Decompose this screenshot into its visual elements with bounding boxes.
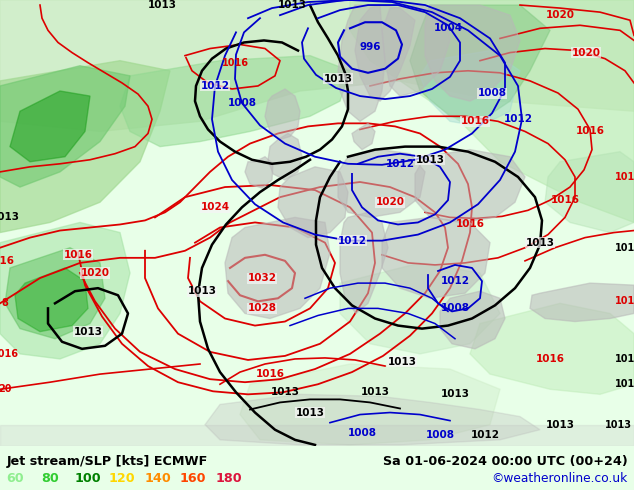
Text: 1013: 1013: [188, 286, 216, 296]
Text: 1013: 1013: [0, 212, 20, 222]
Text: 1013: 1013: [271, 387, 299, 397]
Text: 1016: 1016: [550, 195, 579, 205]
Text: 1016: 1016: [0, 349, 18, 359]
Text: 8: 8: [1, 298, 8, 308]
Text: 1013: 1013: [614, 354, 634, 364]
Text: 1008: 1008: [425, 430, 455, 440]
Text: 1020: 1020: [81, 268, 110, 278]
Text: 1013: 1013: [361, 387, 389, 397]
Polygon shape: [440, 291, 505, 349]
Polygon shape: [268, 133, 302, 180]
Text: 1013: 1013: [526, 238, 555, 247]
Polygon shape: [0, 425, 634, 446]
Polygon shape: [120, 55, 350, 147]
Text: 1008: 1008: [347, 428, 377, 438]
Polygon shape: [338, 149, 425, 218]
Polygon shape: [410, 5, 550, 122]
Polygon shape: [245, 157, 273, 188]
Text: 180: 180: [216, 472, 242, 485]
Text: 1013: 1013: [295, 408, 325, 417]
Polygon shape: [338, 5, 385, 122]
Text: 80: 80: [41, 472, 59, 485]
Polygon shape: [355, 5, 415, 101]
Text: 1016: 1016: [0, 256, 15, 266]
Polygon shape: [5, 248, 105, 339]
Text: Sa 01-06-2024 00:00 UTC (00+24): Sa 01-06-2024 00:00 UTC (00+24): [383, 455, 628, 468]
Text: 1016: 1016: [221, 58, 249, 68]
Text: 1016: 1016: [63, 250, 93, 260]
Text: 1004: 1004: [434, 24, 463, 33]
Text: 1013: 1013: [614, 379, 634, 389]
Text: ©weatheronline.co.uk: ©weatheronline.co.uk: [491, 472, 628, 485]
Text: 140: 140: [145, 472, 171, 485]
Text: 1020: 1020: [571, 48, 600, 58]
Text: 1008: 1008: [441, 303, 470, 314]
Text: 1016: 1016: [576, 126, 604, 136]
Text: 60: 60: [6, 472, 24, 485]
Polygon shape: [340, 212, 388, 314]
Polygon shape: [350, 0, 634, 222]
Polygon shape: [240, 364, 500, 445]
Polygon shape: [0, 222, 130, 359]
Text: 1028: 1028: [247, 303, 276, 314]
Polygon shape: [415, 149, 525, 222]
Text: 100: 100: [75, 472, 101, 485]
Text: 1013: 1013: [148, 0, 176, 10]
Text: 1012: 1012: [503, 114, 533, 124]
Text: 1032: 1032: [247, 273, 276, 283]
Text: 160: 160: [179, 472, 206, 485]
Polygon shape: [340, 263, 500, 354]
Text: 1013: 1013: [441, 390, 470, 399]
Text: 1016: 1016: [614, 296, 634, 306]
Polygon shape: [352, 123, 375, 149]
Text: 1024: 1024: [200, 202, 230, 212]
Polygon shape: [278, 167, 348, 238]
Text: 1012: 1012: [441, 276, 470, 286]
Text: 1020: 1020: [375, 197, 404, 207]
Text: 1020: 1020: [545, 10, 574, 20]
Text: 1013: 1013: [604, 419, 631, 430]
Polygon shape: [420, 50, 520, 126]
Text: 1013: 1013: [74, 327, 103, 337]
Polygon shape: [425, 5, 520, 101]
Text: 1012: 1012: [200, 81, 230, 91]
Text: 120: 120: [109, 472, 136, 485]
Polygon shape: [382, 218, 490, 298]
Polygon shape: [470, 303, 634, 394]
Polygon shape: [205, 394, 540, 445]
Text: 1013: 1013: [387, 357, 417, 367]
Polygon shape: [0, 66, 130, 187]
Text: 1016: 1016: [614, 172, 634, 182]
Text: 1008: 1008: [477, 88, 507, 98]
Text: 1013: 1013: [323, 74, 353, 84]
Polygon shape: [0, 61, 170, 233]
Polygon shape: [15, 268, 88, 332]
Text: 1012: 1012: [385, 159, 415, 169]
Polygon shape: [382, 5, 450, 96]
Text: 1016: 1016: [536, 354, 564, 364]
Text: 1012: 1012: [470, 430, 500, 440]
Text: 20: 20: [0, 384, 12, 394]
Text: 996: 996: [359, 42, 381, 51]
Polygon shape: [545, 152, 634, 233]
Polygon shape: [10, 91, 90, 162]
Polygon shape: [530, 283, 634, 321]
Text: 1016: 1016: [256, 369, 285, 379]
Text: Jet stream/SLP [kts] ECMWF: Jet stream/SLP [kts] ECMWF: [6, 455, 208, 468]
Polygon shape: [265, 89, 300, 140]
Text: 1013: 1013: [545, 419, 574, 430]
Text: 1016: 1016: [455, 220, 484, 229]
Text: 1012: 1012: [337, 236, 366, 245]
Text: 1013: 1013: [614, 243, 634, 253]
Text: 1008: 1008: [228, 98, 257, 108]
Polygon shape: [225, 218, 330, 318]
Text: 1013: 1013: [415, 155, 444, 165]
Polygon shape: [0, 0, 634, 131]
Text: 1016: 1016: [460, 116, 489, 126]
Text: 1013: 1013: [278, 0, 306, 10]
